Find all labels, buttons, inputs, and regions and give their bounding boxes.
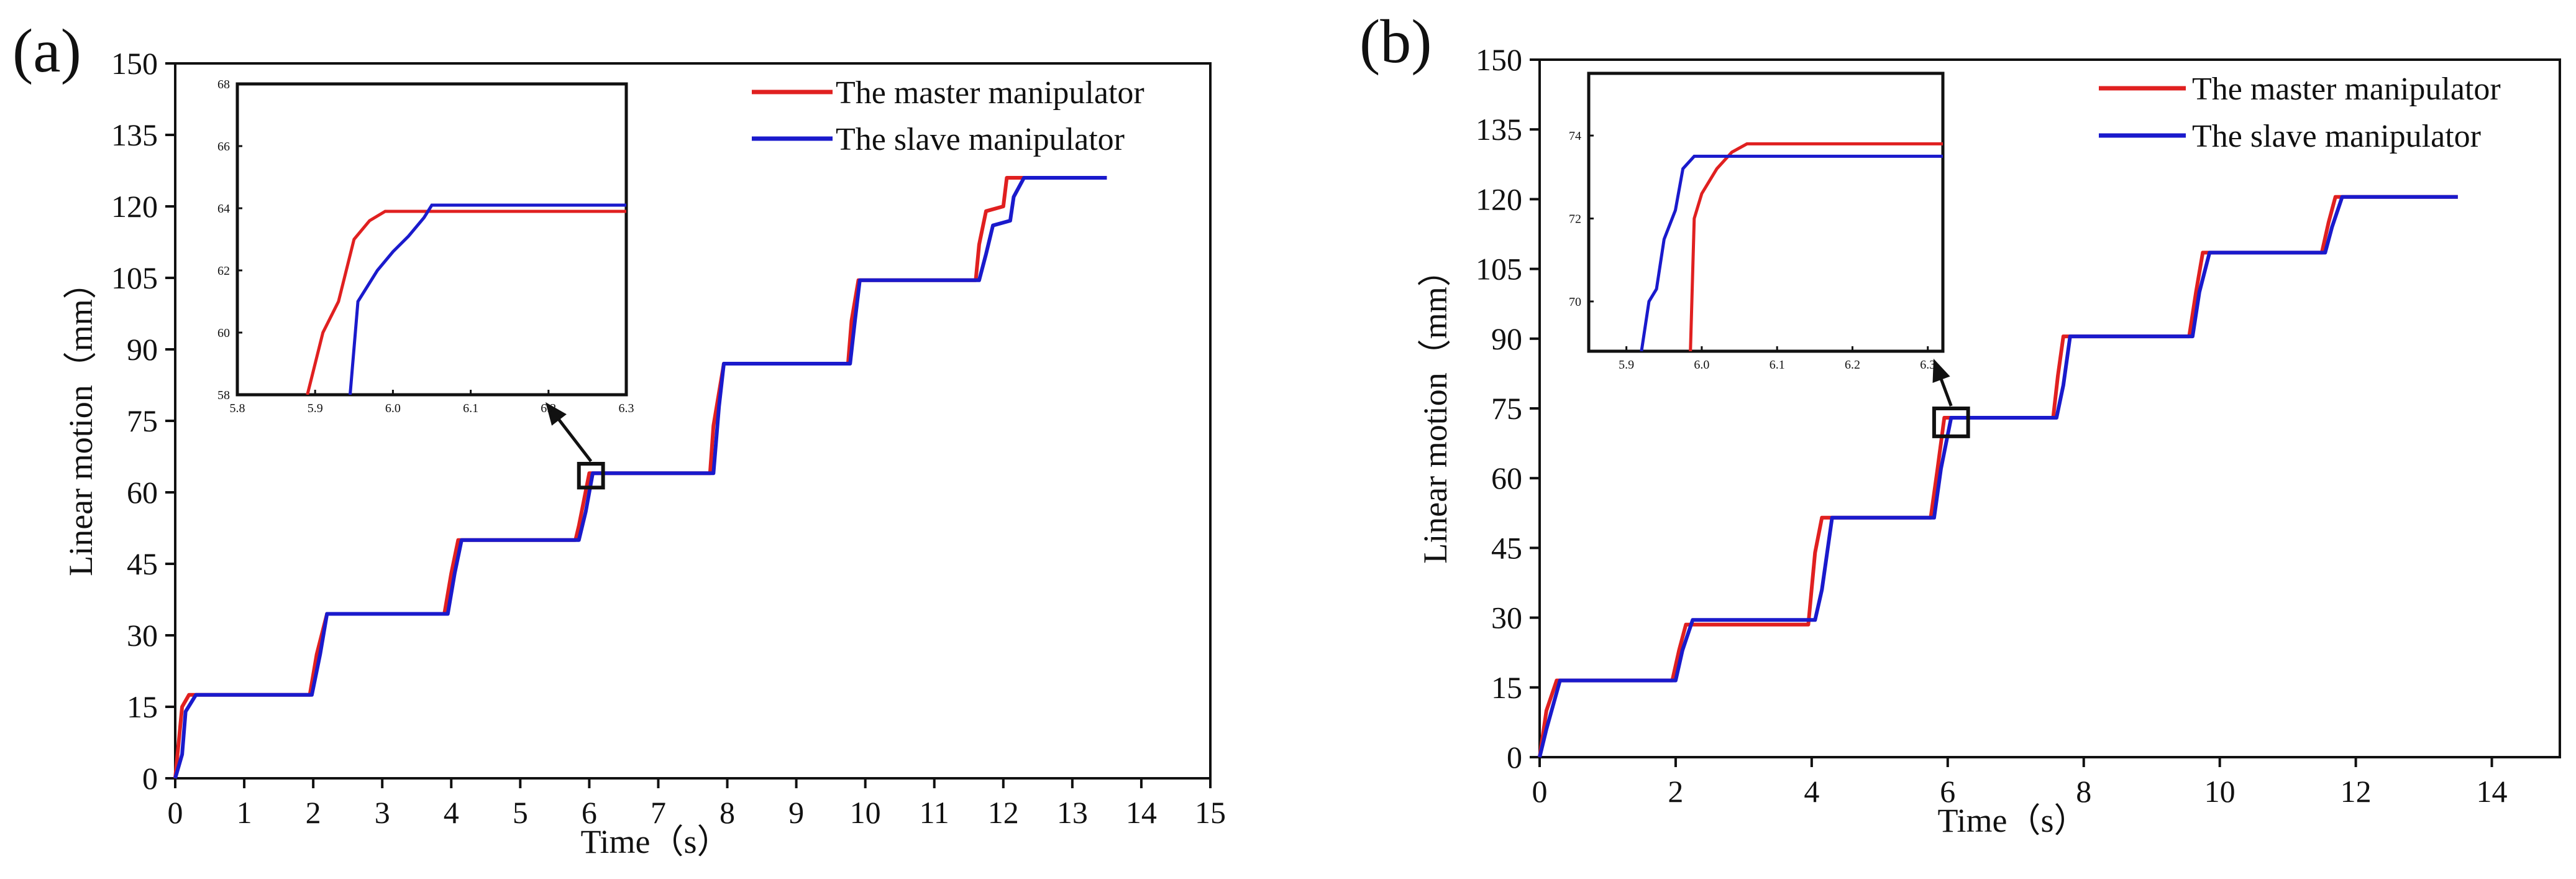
x-tick-label: 2: [306, 795, 321, 830]
y-tick-label: 105: [1476, 252, 1522, 287]
inset-y-tick-label: 64: [217, 202, 230, 216]
inset-y-tick-label: 74: [1569, 129, 1581, 143]
y-tick-label: 135: [1476, 112, 1522, 147]
x-tick-label: 8: [719, 795, 735, 830]
inset-x-tick-label: 6.0: [1694, 358, 1709, 372]
y-tick-label: 90: [127, 332, 158, 367]
y-tick-label: 15: [1491, 670, 1522, 705]
inset-series-line-master: [306, 209, 626, 395]
y-tick-label: 150: [111, 46, 158, 81]
y-tick-label: 120: [111, 189, 158, 224]
x-tick-label: 6: [582, 795, 597, 830]
zoom-box: [577, 462, 605, 490]
y-tick-label: 120: [1476, 182, 1522, 216]
x-tick-label: 10: [850, 795, 881, 830]
zoom-arrow-head: [1932, 359, 1950, 383]
x-tick-label: 0: [1532, 774, 1548, 809]
y-tick-label: 135: [111, 117, 158, 152]
inset-x-tick-label: 6.2: [1845, 358, 1860, 372]
x-tick-label: 7: [651, 795, 666, 830]
x-tick-label: 6: [1940, 774, 1955, 809]
x-tick-label: 8: [2076, 774, 2091, 809]
inset-y-tick-label: 66: [217, 140, 230, 154]
x-tick-label: 9: [788, 795, 804, 830]
inset-x-tick-label: 6.2: [541, 402, 556, 415]
y-axis-label: Linear motion（mm）: [62, 265, 99, 576]
y-tick-label: 150: [1476, 42, 1522, 77]
inset-y-tick-label: 70: [1569, 295, 1581, 309]
chart-panel-b: (b) 0 2 4 6 8 10 12 14 0 15 30 45 60 75 90 105 120 135 150 T…: [1359, 7, 2561, 839]
x-tick-label: 0: [168, 795, 183, 830]
x-tick-label: 1: [237, 795, 252, 830]
inset-series-line-slave: [349, 203, 626, 395]
x-tick-label: 5: [513, 795, 528, 830]
inset-x-tick-label: 5.8: [230, 402, 245, 415]
y-tick-label: 60: [1491, 461, 1522, 495]
inset-frame: [235, 82, 628, 397]
x-tick-label: 3: [375, 795, 390, 830]
x-tick-label: 14: [1126, 795, 1157, 830]
inset-x-tick-label: 5.9: [1619, 358, 1634, 372]
y-tick-label: 75: [127, 403, 158, 438]
x-tick-label: 11: [920, 795, 949, 830]
legend-label-slave: The slave manipulator: [836, 122, 1125, 157]
inset-x-tick-label: 6.1: [1770, 358, 1785, 372]
x-tick-label: 12: [988, 795, 1019, 830]
y-tick-label: 0: [142, 761, 158, 796]
y-axis-label: Linear motion（mm）: [1417, 253, 1454, 563]
y-tick-label: 105: [111, 260, 158, 295]
panel-label: (b): [1359, 7, 1432, 76]
zoom-arrow-head: [546, 402, 567, 426]
inset-series-line-slave: [1640, 154, 1943, 351]
chart-panel-a: (a)0 1 2 3 4 5 6 7 8 9 10 11 12 13 14 15015304560759010…: [12, 16, 1226, 860]
inset-x-tick-label: 6.1: [463, 402, 478, 415]
y-tick-label: 15: [127, 689, 158, 724]
y-tick-label: 45: [127, 546, 158, 581]
zoom-box: [1932, 407, 1970, 438]
y-tick-label: 45: [1491, 530, 1522, 565]
inset-frame: [1587, 71, 1945, 353]
inset-x-tick-label: 5.9: [308, 402, 323, 415]
y-tick-label: 60: [127, 475, 158, 510]
inset-y-tick-label: 62: [217, 264, 230, 278]
x-tick-label: 4: [1804, 774, 1819, 809]
panel-label: (a): [12, 16, 81, 85]
inset-x-tick-label: 6.3: [1920, 358, 1935, 372]
inset-series-line-master: [1689, 142, 1943, 351]
x-tick-label: 13: [1057, 795, 1088, 830]
inset-y-tick-label: 72: [1569, 213, 1581, 226]
y-tick-label: 0: [1507, 740, 1522, 775]
x-tick-label: 2: [1668, 774, 1683, 809]
series-line-slave: [1538, 195, 2458, 758]
legend-label-slave: The slave manipulator: [2192, 119, 2481, 154]
inset-x-tick-label: 6.3: [619, 402, 634, 415]
y-tick-label: 30: [1491, 601, 1522, 635]
x-axis-label: Time（s）: [1937, 802, 2087, 839]
x-tick-label: 12: [2341, 774, 2372, 809]
inset-y-tick-label: 58: [217, 389, 230, 402]
legend-label-master: The master manipulator: [836, 75, 1144, 111]
y-tick-label: 75: [1491, 391, 1522, 426]
inset-x-tick-label: 6.0: [385, 402, 401, 415]
legend-label-master: The master manipulator: [2192, 71, 2501, 107]
y-tick-label: 30: [127, 618, 158, 653]
inset-y-tick-label: 68: [217, 78, 230, 91]
x-tick-label: 15: [1195, 795, 1226, 830]
y-tick-label: 90: [1491, 321, 1522, 356]
x-axis-label: Time（s）: [580, 823, 730, 860]
inset-y-tick-label: 60: [217, 326, 230, 340]
x-tick-label: 14: [2477, 774, 2508, 809]
x-tick-label: 4: [444, 795, 459, 830]
x-tick-label: 10: [2204, 774, 2236, 809]
